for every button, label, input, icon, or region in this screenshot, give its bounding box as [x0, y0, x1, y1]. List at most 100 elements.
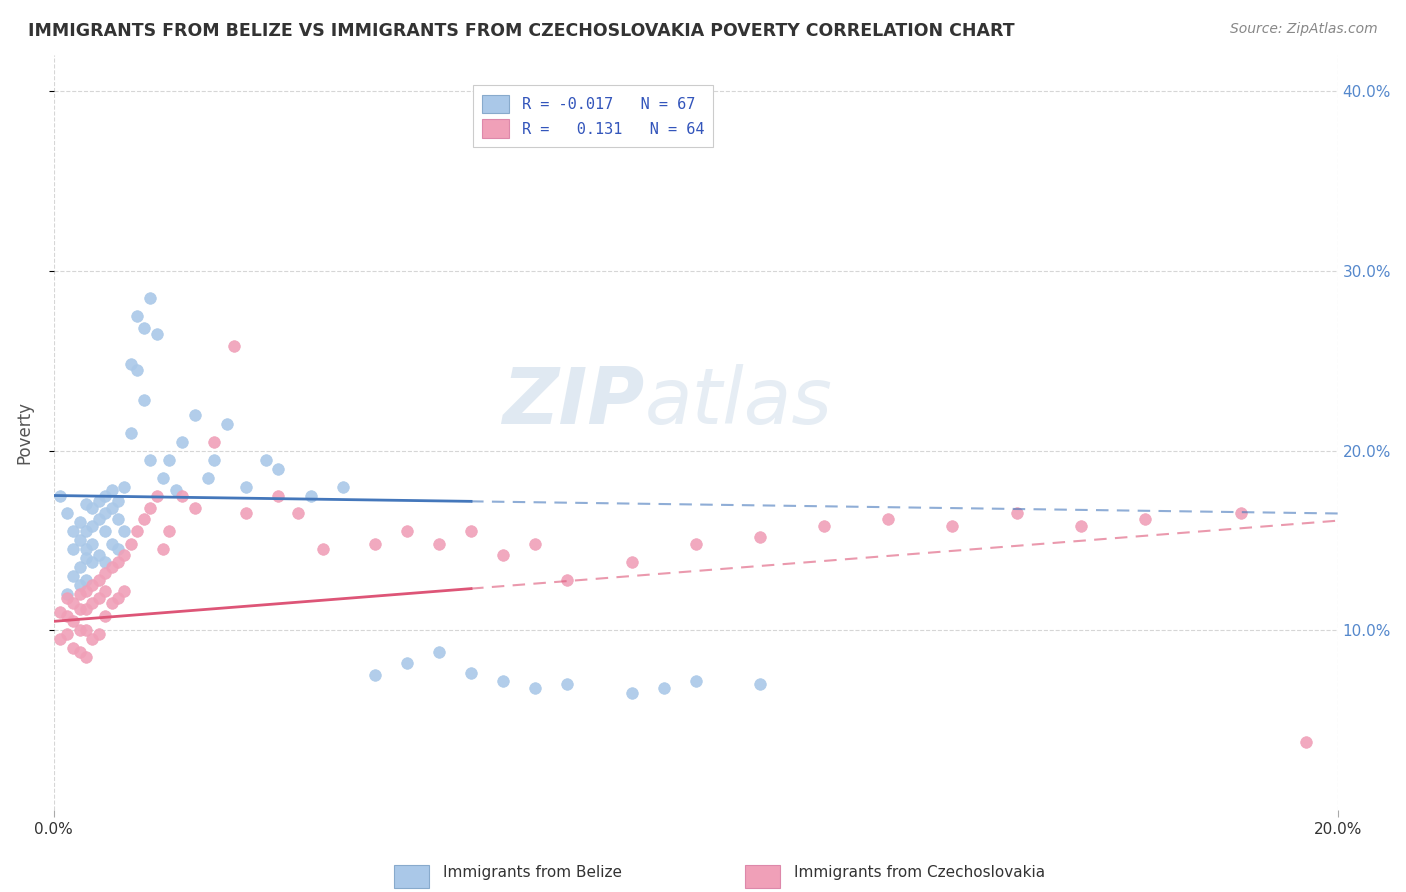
Point [69, 533, 91, 548]
Point [87, 494, 110, 508]
Point [460, 666, 482, 681]
Point [82, 537, 104, 551]
Point [127, 524, 149, 539]
Point [75, 583, 97, 598]
Point [62, 524, 84, 539]
Point [685, 673, 707, 688]
Point [82, 578, 104, 592]
Point [941, 519, 963, 533]
Point [132, 512, 155, 526]
Point [87, 512, 110, 526]
Point [49, 632, 72, 647]
Point [139, 501, 162, 516]
Point [685, 537, 707, 551]
Point [55, 591, 77, 605]
Point [75, 551, 97, 566]
Point [1005, 507, 1028, 521]
Point [87, 548, 110, 562]
Point [94, 524, 117, 539]
Point [69, 516, 91, 530]
Point [1133, 512, 1156, 526]
Point [364, 668, 387, 682]
Point [557, 573, 579, 587]
Point [460, 524, 482, 539]
Point [87, 591, 110, 605]
Point [332, 479, 354, 493]
Point [82, 555, 104, 569]
Point [813, 519, 835, 533]
Point [222, 339, 245, 353]
Point [62, 569, 84, 583]
Point [217, 417, 239, 431]
Point [165, 483, 187, 497]
Point [55, 609, 77, 624]
Point [100, 560, 122, 574]
Point [197, 470, 219, 484]
Point [75, 542, 97, 557]
Point [100, 596, 122, 610]
Text: Immigrants from Belize: Immigrants from Belize [443, 865, 621, 880]
Point [139, 291, 162, 305]
Point [69, 587, 91, 601]
Point [254, 452, 277, 467]
Point [299, 489, 322, 503]
Point [94, 489, 117, 503]
Point [145, 489, 167, 503]
Point [152, 470, 174, 484]
Point [652, 681, 675, 695]
Point [120, 357, 142, 371]
Point [62, 641, 84, 656]
Point [82, 519, 104, 533]
Point [748, 677, 770, 691]
Point [364, 537, 387, 551]
Point [620, 686, 643, 700]
Point [427, 537, 450, 551]
Point [202, 434, 225, 449]
Point [75, 573, 97, 587]
Point [75, 498, 97, 512]
Point [132, 321, 155, 335]
Text: Immigrants from Czechoslovakia: Immigrants from Czechoslovakia [794, 865, 1046, 880]
Point [395, 524, 418, 539]
Point [157, 452, 180, 467]
Point [1230, 507, 1253, 521]
Text: IMMIGRANTS FROM BELIZE VS IMMIGRANTS FROM CZECHOSLOVAKIA POVERTY CORRELATION CHA: IMMIGRANTS FROM BELIZE VS IMMIGRANTS FRO… [28, 22, 1015, 40]
Point [107, 591, 129, 605]
Point [94, 507, 117, 521]
Point [114, 583, 136, 598]
Point [877, 512, 900, 526]
Point [492, 673, 515, 688]
Point [157, 524, 180, 539]
Point [49, 489, 72, 503]
Point [395, 656, 418, 670]
Point [114, 479, 136, 493]
Point [75, 624, 97, 638]
Point [94, 583, 117, 598]
Point [492, 548, 515, 562]
Point [235, 479, 257, 493]
Point [82, 632, 104, 647]
Point [120, 425, 142, 440]
Point [114, 524, 136, 539]
Text: Source: ZipAtlas.com: Source: ZipAtlas.com [1230, 22, 1378, 37]
Point [100, 501, 122, 516]
Point [267, 461, 290, 475]
Point [69, 645, 91, 659]
Point [55, 627, 77, 641]
Point [620, 555, 643, 569]
Point [75, 650, 97, 665]
Point [49, 605, 72, 619]
Point [94, 566, 117, 580]
Point [69, 560, 91, 574]
Point [127, 309, 149, 323]
Point [235, 507, 257, 521]
Point [107, 542, 129, 557]
Point [120, 537, 142, 551]
Point [524, 681, 547, 695]
Point [172, 434, 194, 449]
Text: ZIP: ZIP [502, 365, 644, 441]
Point [82, 596, 104, 610]
Point [267, 489, 290, 503]
Point [1070, 519, 1092, 533]
Point [312, 542, 335, 557]
